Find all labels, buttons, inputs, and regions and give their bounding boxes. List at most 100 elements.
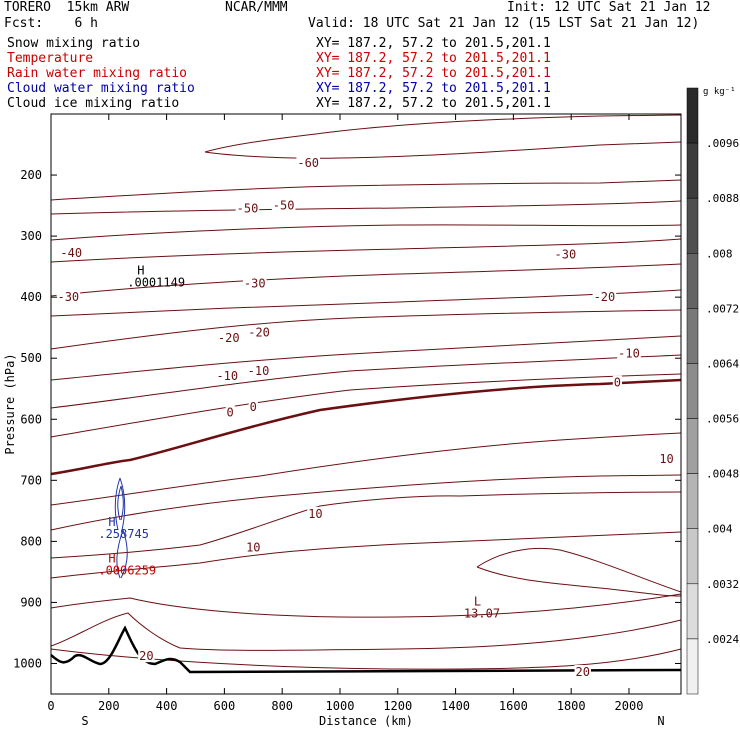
colorbar-swatch [686, 583, 699, 640]
terrain [50, 625, 682, 674]
cloud-water-contour [116, 529, 128, 579]
x-tick-label: 1000 [326, 699, 355, 713]
colorbar-swatch [686, 197, 699, 254]
temperature-contour-label: -10 [618, 346, 640, 360]
colorbar-swatch [686, 528, 699, 585]
x-tick-label: 2000 [615, 699, 644, 713]
field-name-snow: Snow mixing ratio [7, 36, 141, 51]
temperature-contour-label: 0 [614, 376, 621, 390]
x-tick-label: 200 [98, 699, 120, 713]
x-tick-label: 800 [271, 699, 293, 713]
extremum-marker: H [137, 264, 144, 278]
temperature-contour-label: -50 [273, 199, 295, 213]
contour-label-bg [216, 331, 241, 345]
extremum-value: .258745 [98, 527, 149, 541]
axes: 0 200 400 600 800 1000 1200 1400 1600 1800 2000200… [3, 114, 681, 728]
temperature-contour-label: -20 [218, 331, 240, 345]
org-title: NCAR/MMM [225, 0, 288, 15]
temperature-contour-label: 0 [250, 400, 257, 414]
extremum-marker: H [108, 552, 115, 566]
x-tick-label: 1600 [499, 699, 528, 713]
colorbar-label: .0032 [706, 578, 739, 591]
colorbar-label: .0056 [706, 413, 739, 426]
colorbar-swatch [686, 308, 699, 364]
temperature-contour-label: 10 [308, 507, 322, 521]
south-end-label: S [81, 714, 88, 728]
temperature-contour-line [50, 491, 682, 559]
temperature-contours [50, 114, 682, 670]
valid-time: Valid: 18 UTC Sat 21 Jan 12 (15 LST Sat … [308, 16, 700, 31]
contour-label-bg [307, 506, 324, 520]
colorbar-label: .0048 [706, 468, 739, 481]
temperature-contour-line [50, 224, 682, 241]
contour-label-bg [242, 276, 267, 290]
contour-label-bg [574, 665, 591, 679]
colorbar-label: .004 [706, 523, 733, 536]
north-end-label: N [657, 714, 664, 728]
colorbar-label: .0024 [706, 633, 739, 646]
extremum-value: .0001149 [127, 276, 185, 290]
y-tick-label: 700 [20, 473, 42, 487]
temperature-contour-line [50, 612, 682, 651]
contour-label-bg [248, 400, 258, 414]
temperature-contour-line [50, 373, 682, 438]
extremum-value: .0006259 [98, 564, 156, 578]
x-axis-label: Distance (km) [319, 714, 413, 728]
colorbar-label: .0088 [706, 192, 739, 205]
colorbar-label: .0096 [706, 137, 739, 150]
temperature-contour-label: -50 [237, 202, 259, 216]
field-name-rain: Rain water mixing ratio [7, 66, 188, 81]
temperature-contour-line [50, 179, 682, 201]
y-axis-label: Pressure (hPa) [3, 353, 17, 454]
y-tick-label: 800 [20, 534, 42, 548]
field-xy-rain: XY= 187.2, 57.2 to 201.5,201.1 [316, 66, 551, 81]
cloud-water-contour [117, 485, 124, 521]
colorbar-label: .0064 [706, 357, 739, 370]
y-tick-label: 600 [20, 412, 42, 426]
temperature-contour-label: -30 [244, 277, 266, 291]
temperature-contour-line [50, 354, 682, 409]
contour-label-bg [59, 246, 84, 260]
temperature-contour-label: -10 [248, 364, 270, 378]
temperature-contour-line [476, 547, 682, 597]
colorbar-units: g kg⁻¹ [703, 87, 736, 97]
field-name-cloud-water: Cloud water mixing ratio [7, 81, 195, 96]
temperature-contour-line [50, 309, 682, 350]
temperature-contour-label: 20 [576, 665, 590, 679]
y-tick-label: 300 [20, 229, 42, 243]
extremum-marker: H [108, 515, 115, 529]
contour-label-bg [138, 649, 155, 663]
contour-label-bg [617, 346, 641, 360]
temperature-contour-line [50, 432, 682, 506]
temperature-contour-label: -30 [555, 247, 577, 261]
temperature-contour-label: -20 [248, 326, 270, 340]
x-tick-label: 400 [156, 699, 178, 713]
y-tick-label: 1000 [13, 656, 42, 670]
temperature-contour-label: 20 [139, 649, 153, 663]
field-name-cloud-ice: Cloud ice mixing ratio [7, 96, 180, 111]
colorbar-swatch [686, 142, 699, 199]
extremum-marker: L [474, 594, 481, 608]
field-name-temperature: Temperature [7, 51, 94, 66]
terrain-profile [50, 625, 682, 674]
contour-label-bg [592, 290, 617, 304]
temperature-contour-line [50, 263, 682, 297]
contour-label-bg [235, 201, 260, 215]
contour-label-bg [247, 325, 271, 339]
init-time: Init: 12 UTC Sat 21 Jan 12 [507, 0, 711, 15]
field-xy-cloud-water: XY= 187.2, 57.2 to 201.5,201.1 [316, 81, 551, 96]
x-tick-label: 1400 [441, 699, 470, 713]
temperature-contour-label: -20 [594, 290, 616, 304]
colorbar-swatch [686, 87, 699, 144]
temperature-contour-label: 10 [246, 540, 260, 554]
colorbar-swatch [686, 473, 699, 529]
temperature-contour-line [204, 114, 682, 153]
temperature-contour-line [50, 531, 682, 579]
colorbar-swatch [686, 418, 699, 474]
contour-label-bg [225, 405, 235, 419]
cloud-water-contour [114, 477, 126, 531]
temperature-contour-label: -10 [216, 369, 238, 383]
contour-label-bg [271, 198, 296, 212]
